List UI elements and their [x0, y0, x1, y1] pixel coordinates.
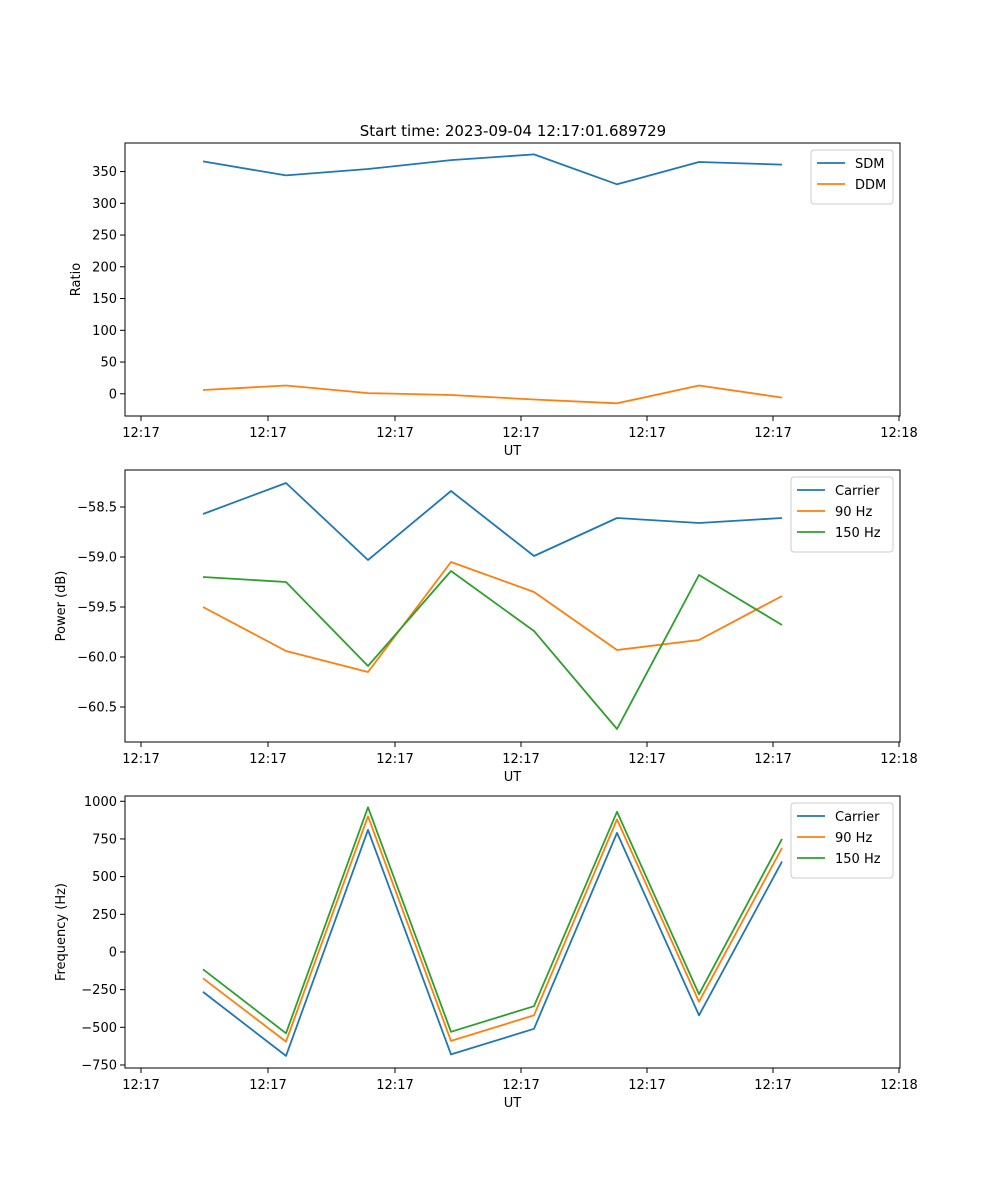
x-axis-label: UT	[504, 770, 522, 785]
series-line-ddm	[202, 384, 783, 405]
legend-label: Carrier	[835, 484, 880, 499]
x-tick-label: 12:17	[502, 426, 539, 441]
x-tick-label: 12:17	[628, 1078, 665, 1093]
y-tick-label: −60.0	[77, 651, 117, 666]
y-tick-label: 750	[92, 832, 117, 847]
y-tick-label: 200	[92, 260, 117, 275]
y-tick-label: 250	[92, 908, 117, 923]
y-tick-label: −60.5	[77, 701, 117, 716]
series-line-90-hz	[202, 561, 783, 673]
x-tick-label: 12:18	[880, 426, 917, 441]
legend: Carrier 90 Hz 150 Hz	[790, 476, 894, 553]
y-tick-label: −58.5	[77, 501, 117, 516]
x-tick-label: 12:17	[754, 752, 791, 767]
legend-label: 150 Hz	[835, 526, 881, 541]
y-tick-label: 0	[109, 945, 117, 960]
y-axis-label: Ratio	[69, 263, 84, 296]
y-tick-label: 1000	[84, 795, 117, 810]
x-tick-label: 12:17	[249, 1078, 286, 1093]
x-axis-label: UT	[504, 1096, 522, 1111]
legend-label: SDM	[855, 157, 884, 172]
legend: Carrier 90 Hz 150 Hz	[790, 802, 894, 879]
series-line-90-hz	[202, 815, 783, 1043]
y-tick-label: −750	[81, 1058, 117, 1073]
chart-panel-3: −750 −500 −250 0 250 500 750 1000 12:17 12:17 12:1…	[54, 795, 918, 1111]
legend-label: DDM	[855, 178, 886, 193]
series-line-carrier	[202, 482, 783, 561]
x-tick-label: 12:18	[880, 752, 917, 767]
y-tick-label: 150	[92, 292, 117, 307]
y-tick-label: 100	[92, 324, 117, 339]
x-axis-label: UT	[504, 444, 522, 459]
legend-box	[790, 476, 894, 553]
legend-label: 90 Hz	[835, 831, 872, 846]
x-tick-label: 12:17	[122, 1078, 159, 1093]
chart-panel-1: 0 50 100 150 200 250 300 350 12:17 12:17 12:17 12:1…	[69, 142, 918, 459]
legend-box	[790, 802, 894, 879]
y-tick-label: −500	[81, 1021, 117, 1036]
series-line-sdm	[202, 153, 783, 186]
x-tick-label: 12:17	[249, 426, 286, 441]
y-axis-label: Frequency (Hz)	[54, 883, 69, 981]
x-tick-label: 12:17	[122, 426, 159, 441]
y-tick-label: 300	[92, 197, 117, 212]
legend-label: 150 Hz	[835, 852, 881, 867]
x-tick-label: 12:17	[502, 752, 539, 767]
x-tick-label: 12:17	[754, 426, 791, 441]
y-axis-label: Power (dB)	[54, 571, 69, 642]
y-tick-label: −250	[81, 983, 117, 998]
y-tick-label: −59.0	[77, 551, 117, 566]
x-tick-label: 12:17	[376, 1078, 413, 1093]
x-tick-label: 12:17	[754, 1078, 791, 1093]
figure-title: Start time: 2023-09-04 12:17:01.689729	[360, 122, 666, 140]
x-tick-label: 12:17	[376, 426, 413, 441]
y-tick-label: 250	[92, 229, 117, 244]
x-tick-label: 12:18	[880, 1078, 917, 1093]
y-tick-label: 0	[109, 387, 117, 402]
axes-frame	[124, 469, 901, 743]
y-tick-label: −59.5	[77, 601, 117, 616]
y-tick-label: 500	[92, 870, 117, 885]
x-tick-label: 12:17	[122, 752, 159, 767]
y-tick-label: 350	[92, 165, 117, 180]
y-tick-label: 50	[100, 356, 117, 371]
series-line-150-hz	[202, 570, 783, 730]
x-tick-label: 12:17	[376, 752, 413, 767]
chart-panel-2: −60.5 −60.0 −59.5 −59.0 −58.5 12:17 12:17 12:17…	[54, 469, 918, 785]
legend-label: Carrier	[835, 810, 880, 825]
x-tick-label: 12:17	[628, 752, 665, 767]
x-tick-label: 12:17	[249, 752, 286, 767]
legend: SDM DDM	[810, 149, 894, 205]
series-line-carrier	[202, 829, 783, 1057]
legend-label: 90 Hz	[835, 505, 872, 520]
x-tick-label: 12:17	[502, 1078, 539, 1093]
axes-frame	[124, 142, 901, 417]
x-tick-label: 12:17	[628, 426, 665, 441]
series-line-150-hz	[202, 806, 783, 1035]
axes-frame	[124, 795, 901, 1069]
